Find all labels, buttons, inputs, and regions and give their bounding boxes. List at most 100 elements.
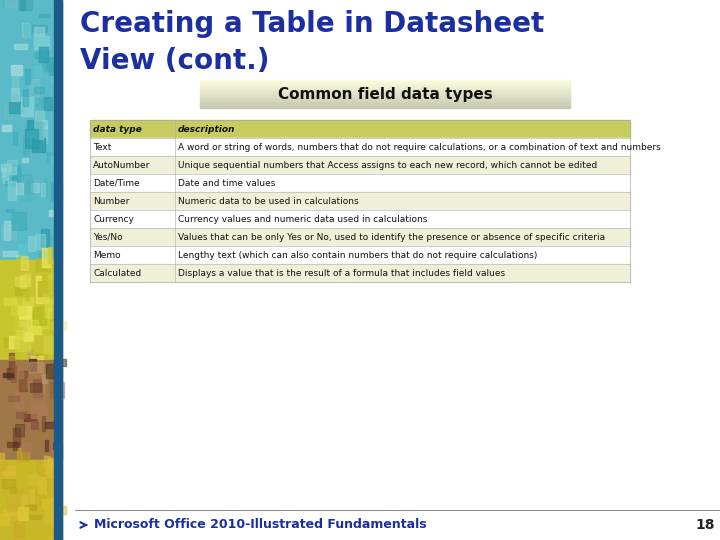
Bar xyxy=(25,505,36,510)
Bar xyxy=(13,165,20,181)
Bar xyxy=(54,492,62,496)
Bar xyxy=(15,277,30,286)
Bar xyxy=(200,84,570,86)
Bar xyxy=(28,350,32,363)
Bar xyxy=(27,379,40,388)
Bar xyxy=(90,228,630,246)
Text: Text: Text xyxy=(93,143,112,152)
Bar xyxy=(51,156,60,163)
Bar xyxy=(37,104,50,108)
Bar xyxy=(45,58,55,69)
Bar xyxy=(12,212,27,230)
Bar xyxy=(32,353,47,358)
Bar xyxy=(32,25,47,32)
Bar xyxy=(6,467,15,474)
Bar xyxy=(35,87,44,93)
Bar xyxy=(52,506,66,514)
Bar xyxy=(35,111,44,121)
Text: description: description xyxy=(178,125,235,133)
Bar xyxy=(41,183,45,196)
Bar xyxy=(9,353,14,370)
Bar xyxy=(200,82,570,84)
Bar xyxy=(28,131,32,144)
Text: Currency values and numeric data used in calculations: Currency values and numeric data used in… xyxy=(178,214,428,224)
Bar xyxy=(22,97,33,116)
Bar xyxy=(15,424,24,436)
Bar xyxy=(31,421,38,429)
Bar xyxy=(12,177,17,184)
Bar xyxy=(16,183,23,194)
Bar xyxy=(12,428,20,445)
Bar xyxy=(1,168,6,177)
Bar xyxy=(40,379,44,394)
Bar xyxy=(15,335,30,350)
Bar xyxy=(8,181,16,200)
Bar xyxy=(53,374,58,392)
Bar xyxy=(35,234,45,249)
Text: Creating a Table in Datasheet: Creating a Table in Datasheet xyxy=(80,10,544,38)
Bar xyxy=(42,57,55,71)
Bar xyxy=(23,90,28,106)
Bar xyxy=(90,138,630,156)
Text: Displays a value that is the result of a formula that includes field values: Displays a value that is the result of a… xyxy=(178,268,505,278)
Bar xyxy=(3,169,8,184)
Bar xyxy=(200,102,570,104)
Bar xyxy=(3,373,13,377)
Bar xyxy=(75,0,720,540)
Bar xyxy=(45,464,54,473)
Bar xyxy=(48,467,55,477)
Bar xyxy=(16,320,30,330)
Bar xyxy=(2,461,7,469)
Bar xyxy=(18,244,27,255)
Bar xyxy=(42,464,55,471)
Bar xyxy=(4,447,7,451)
Bar xyxy=(200,92,570,94)
Text: Currency: Currency xyxy=(93,214,134,224)
Bar xyxy=(45,440,48,451)
Bar xyxy=(49,536,62,540)
Bar xyxy=(200,105,570,106)
Bar xyxy=(44,97,52,110)
Bar xyxy=(9,103,24,113)
Bar xyxy=(24,24,27,37)
Text: Unique sequential numbers that Access assigns to each new record, which cannot b: Unique sequential numbers that Access as… xyxy=(178,160,598,170)
Bar xyxy=(15,281,22,295)
Bar xyxy=(9,336,19,348)
Bar xyxy=(17,507,27,520)
Bar xyxy=(14,516,24,522)
Bar xyxy=(90,156,630,174)
Text: Calculated: Calculated xyxy=(93,268,141,278)
Bar xyxy=(17,448,21,462)
Bar xyxy=(9,167,16,174)
Bar xyxy=(22,495,27,509)
Bar xyxy=(3,510,17,515)
Text: Number: Number xyxy=(93,197,130,206)
Bar xyxy=(200,89,570,91)
Bar xyxy=(27,274,30,282)
Bar xyxy=(35,355,38,362)
Bar xyxy=(52,322,66,329)
Bar xyxy=(13,526,25,537)
Text: data type: data type xyxy=(93,125,142,133)
Bar xyxy=(43,336,55,353)
Bar xyxy=(2,478,14,488)
Text: Yes/No: Yes/No xyxy=(93,233,122,241)
Bar xyxy=(200,81,570,83)
Bar xyxy=(33,380,42,397)
Bar xyxy=(18,0,32,10)
Bar xyxy=(22,23,29,37)
Bar xyxy=(42,248,50,267)
Bar xyxy=(17,412,25,418)
Text: Date/Time: Date/Time xyxy=(93,179,140,187)
Bar xyxy=(45,300,55,318)
Bar xyxy=(50,310,55,320)
Bar xyxy=(8,356,15,360)
Bar xyxy=(34,66,42,77)
Text: Values that can be only Yes or No, used to identify the presence or absence of s: Values that can be only Yes or No, used … xyxy=(178,233,605,241)
Bar xyxy=(3,471,14,476)
Bar xyxy=(0,0,62,260)
Bar xyxy=(50,498,59,501)
Bar xyxy=(4,298,16,305)
Bar xyxy=(42,120,47,128)
Bar xyxy=(35,122,43,139)
